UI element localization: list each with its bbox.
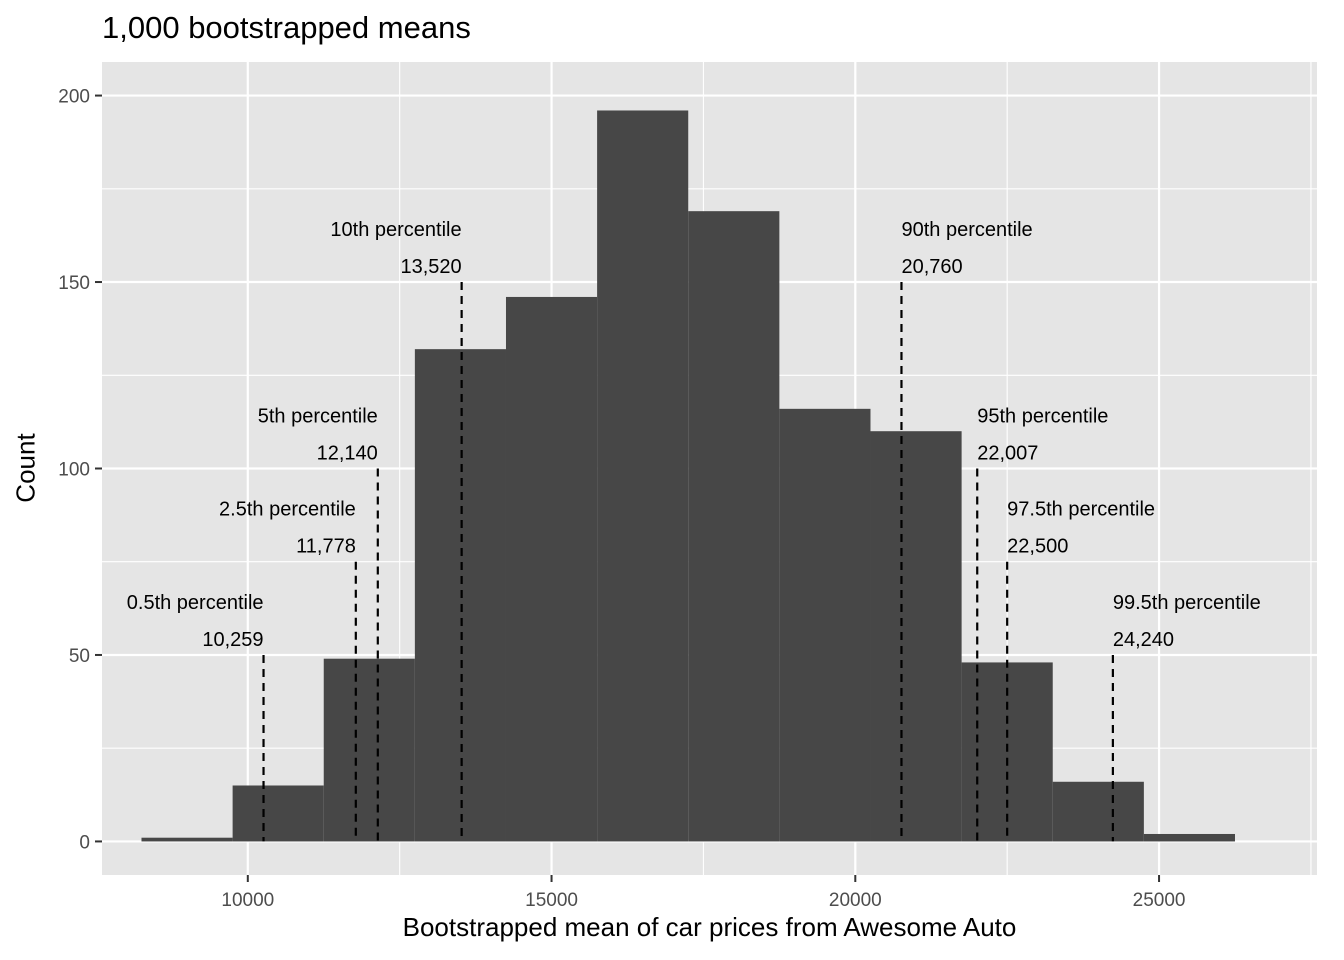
chart-title: 1,000 bootstrapped means (102, 10, 471, 45)
percentile-value-label: 12,140 (317, 443, 378, 465)
y-tick-label: 0 (79, 832, 90, 853)
histogram-bar (597, 110, 689, 842)
histogram-bar (1052, 781, 1144, 842)
histogram-bar (232, 785, 324, 842)
x-tick-label: 20000 (829, 890, 882, 911)
histogram-bar (688, 211, 780, 842)
histogram-bar (414, 349, 506, 842)
x-tick-label: 10000 (221, 890, 274, 911)
percentile-value-label: 11,778 (296, 536, 356, 558)
histogram-bar (1143, 833, 1235, 842)
histogram-bar (323, 658, 415, 842)
histogram-bar (505, 296, 598, 842)
percentile-label: 0.5th percentile (127, 592, 264, 614)
x-tick-label: 15000 (525, 890, 578, 911)
percentile-value-label: 20,760 (901, 256, 962, 278)
percentile-label: 97.5th percentile (1007, 499, 1155, 521)
percentile-label: 99.5th percentile (1113, 592, 1261, 614)
percentile-value-label: 10,259 (202, 629, 263, 651)
percentile-value-label: 22,007 (977, 443, 1038, 465)
percentile-label: 2.5th percentile (219, 499, 356, 521)
histogram-bar (141, 837, 233, 842)
percentile-label: 90th percentile (901, 219, 1032, 241)
percentile-value-label: 22,500 (1007, 536, 1068, 558)
histogram-bar (779, 408, 871, 842)
y-tick-label: 100 (58, 460, 90, 481)
percentile-label: 10th percentile (330, 219, 461, 241)
x-axis-label: Bootstrapped mean of car prices from Awe… (402, 912, 1017, 942)
percentile-label: 95th percentile (977, 406, 1108, 428)
x-tick-label: 25000 (1133, 890, 1186, 911)
y-axis-label: Count (10, 433, 41, 503)
y-tick-label: 150 (58, 273, 90, 294)
percentile-label: 5th percentile (258, 406, 378, 428)
y-tick-label: 50 (69, 646, 90, 667)
percentile-value-label: 13,520 (400, 256, 461, 278)
y-tick-label: 200 (58, 87, 90, 108)
percentile-value-label: 24,240 (1113, 629, 1174, 651)
histogram-bar (870, 431, 962, 842)
